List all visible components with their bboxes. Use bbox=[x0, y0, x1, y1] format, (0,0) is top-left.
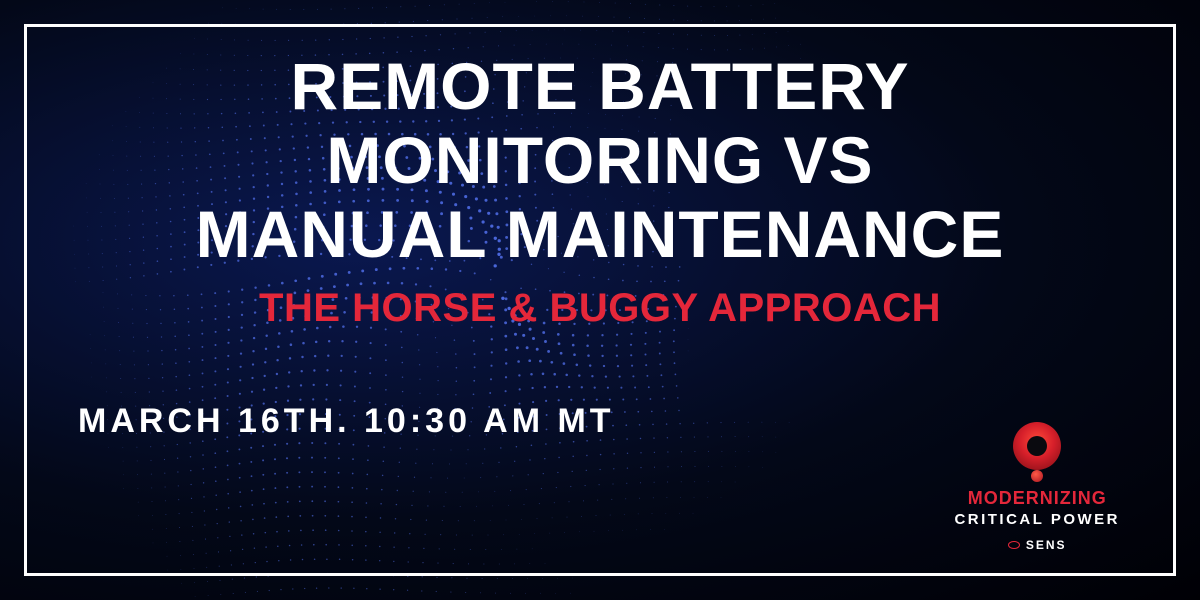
subtitle: THE HORSE & BUGGY APPROACH bbox=[70, 284, 1130, 332]
brand-sub-text: SENS bbox=[1026, 538, 1067, 552]
main-title: REMOTE BATTERY MONITORING VS MANUAL MAIN… bbox=[70, 50, 1130, 272]
brand-icon bbox=[1009, 422, 1065, 478]
brand-block: MODERNIZING CRITICAL POWER SENS bbox=[954, 422, 1120, 552]
title-line: REMOTE BATTERY bbox=[70, 50, 1130, 124]
title-line: MANUAL MAINTENANCE bbox=[70, 198, 1130, 272]
brand-sub-icon bbox=[1008, 541, 1020, 549]
promo-banner: REMOTE BATTERY MONITORING VS MANUAL MAIN… bbox=[0, 0, 1200, 600]
title-line: MONITORING VS bbox=[70, 124, 1130, 198]
brand-line-2: CRITICAL POWER bbox=[954, 511, 1120, 528]
brand-sub: SENS bbox=[1008, 538, 1067, 552]
brand-line-1: MODERNIZING bbox=[968, 488, 1107, 509]
